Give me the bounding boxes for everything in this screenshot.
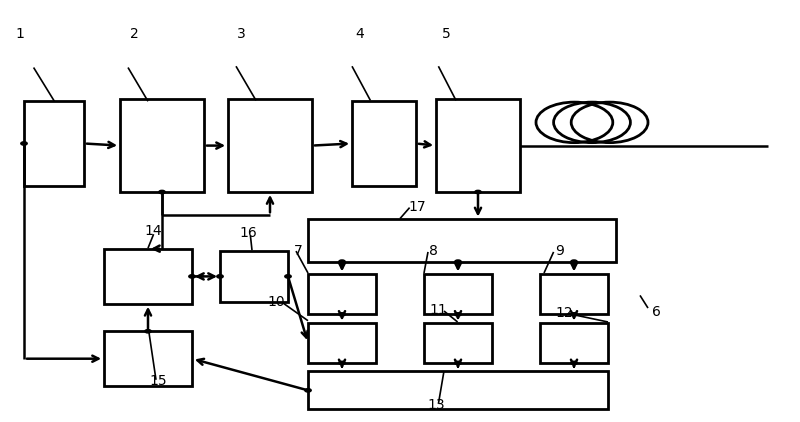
Circle shape	[570, 361, 578, 365]
Circle shape	[285, 275, 291, 278]
Circle shape	[475, 190, 482, 194]
Text: 9: 9	[555, 244, 565, 258]
FancyBboxPatch shape	[220, 251, 288, 302]
FancyBboxPatch shape	[24, 101, 84, 186]
Text: 16: 16	[239, 226, 257, 240]
Circle shape	[21, 142, 27, 145]
Text: 1: 1	[15, 27, 25, 41]
Circle shape	[339, 361, 346, 365]
FancyBboxPatch shape	[104, 331, 192, 386]
FancyBboxPatch shape	[352, 101, 416, 186]
Text: 2: 2	[130, 27, 138, 41]
Circle shape	[339, 260, 346, 263]
Text: 10: 10	[267, 295, 285, 309]
Text: 13: 13	[427, 398, 445, 412]
FancyBboxPatch shape	[540, 274, 608, 314]
Circle shape	[454, 260, 461, 263]
FancyBboxPatch shape	[424, 274, 492, 314]
FancyBboxPatch shape	[540, 323, 608, 363]
Text: 5: 5	[442, 27, 450, 41]
Circle shape	[305, 389, 311, 392]
Circle shape	[570, 260, 578, 263]
Circle shape	[570, 313, 578, 316]
Text: 7: 7	[294, 244, 302, 258]
FancyBboxPatch shape	[228, 99, 312, 192]
FancyBboxPatch shape	[424, 323, 492, 363]
FancyBboxPatch shape	[104, 249, 192, 304]
Text: 11: 11	[430, 303, 447, 317]
Circle shape	[217, 275, 223, 278]
FancyBboxPatch shape	[308, 219, 616, 262]
FancyBboxPatch shape	[308, 323, 376, 363]
Circle shape	[158, 190, 165, 194]
FancyBboxPatch shape	[120, 99, 204, 192]
Text: 6: 6	[651, 305, 661, 319]
Text: 14: 14	[145, 224, 162, 238]
Text: 15: 15	[150, 373, 167, 388]
Text: 17: 17	[409, 200, 426, 214]
FancyBboxPatch shape	[308, 371, 608, 409]
Text: 3: 3	[238, 27, 246, 41]
FancyBboxPatch shape	[436, 99, 520, 192]
Circle shape	[454, 361, 461, 365]
Text: 4: 4	[356, 27, 364, 41]
Circle shape	[454, 313, 461, 316]
FancyBboxPatch shape	[308, 274, 376, 314]
Circle shape	[145, 330, 151, 333]
Text: 8: 8	[429, 244, 438, 258]
Text: 12: 12	[555, 306, 573, 320]
Circle shape	[189, 275, 195, 278]
Circle shape	[339, 313, 346, 316]
